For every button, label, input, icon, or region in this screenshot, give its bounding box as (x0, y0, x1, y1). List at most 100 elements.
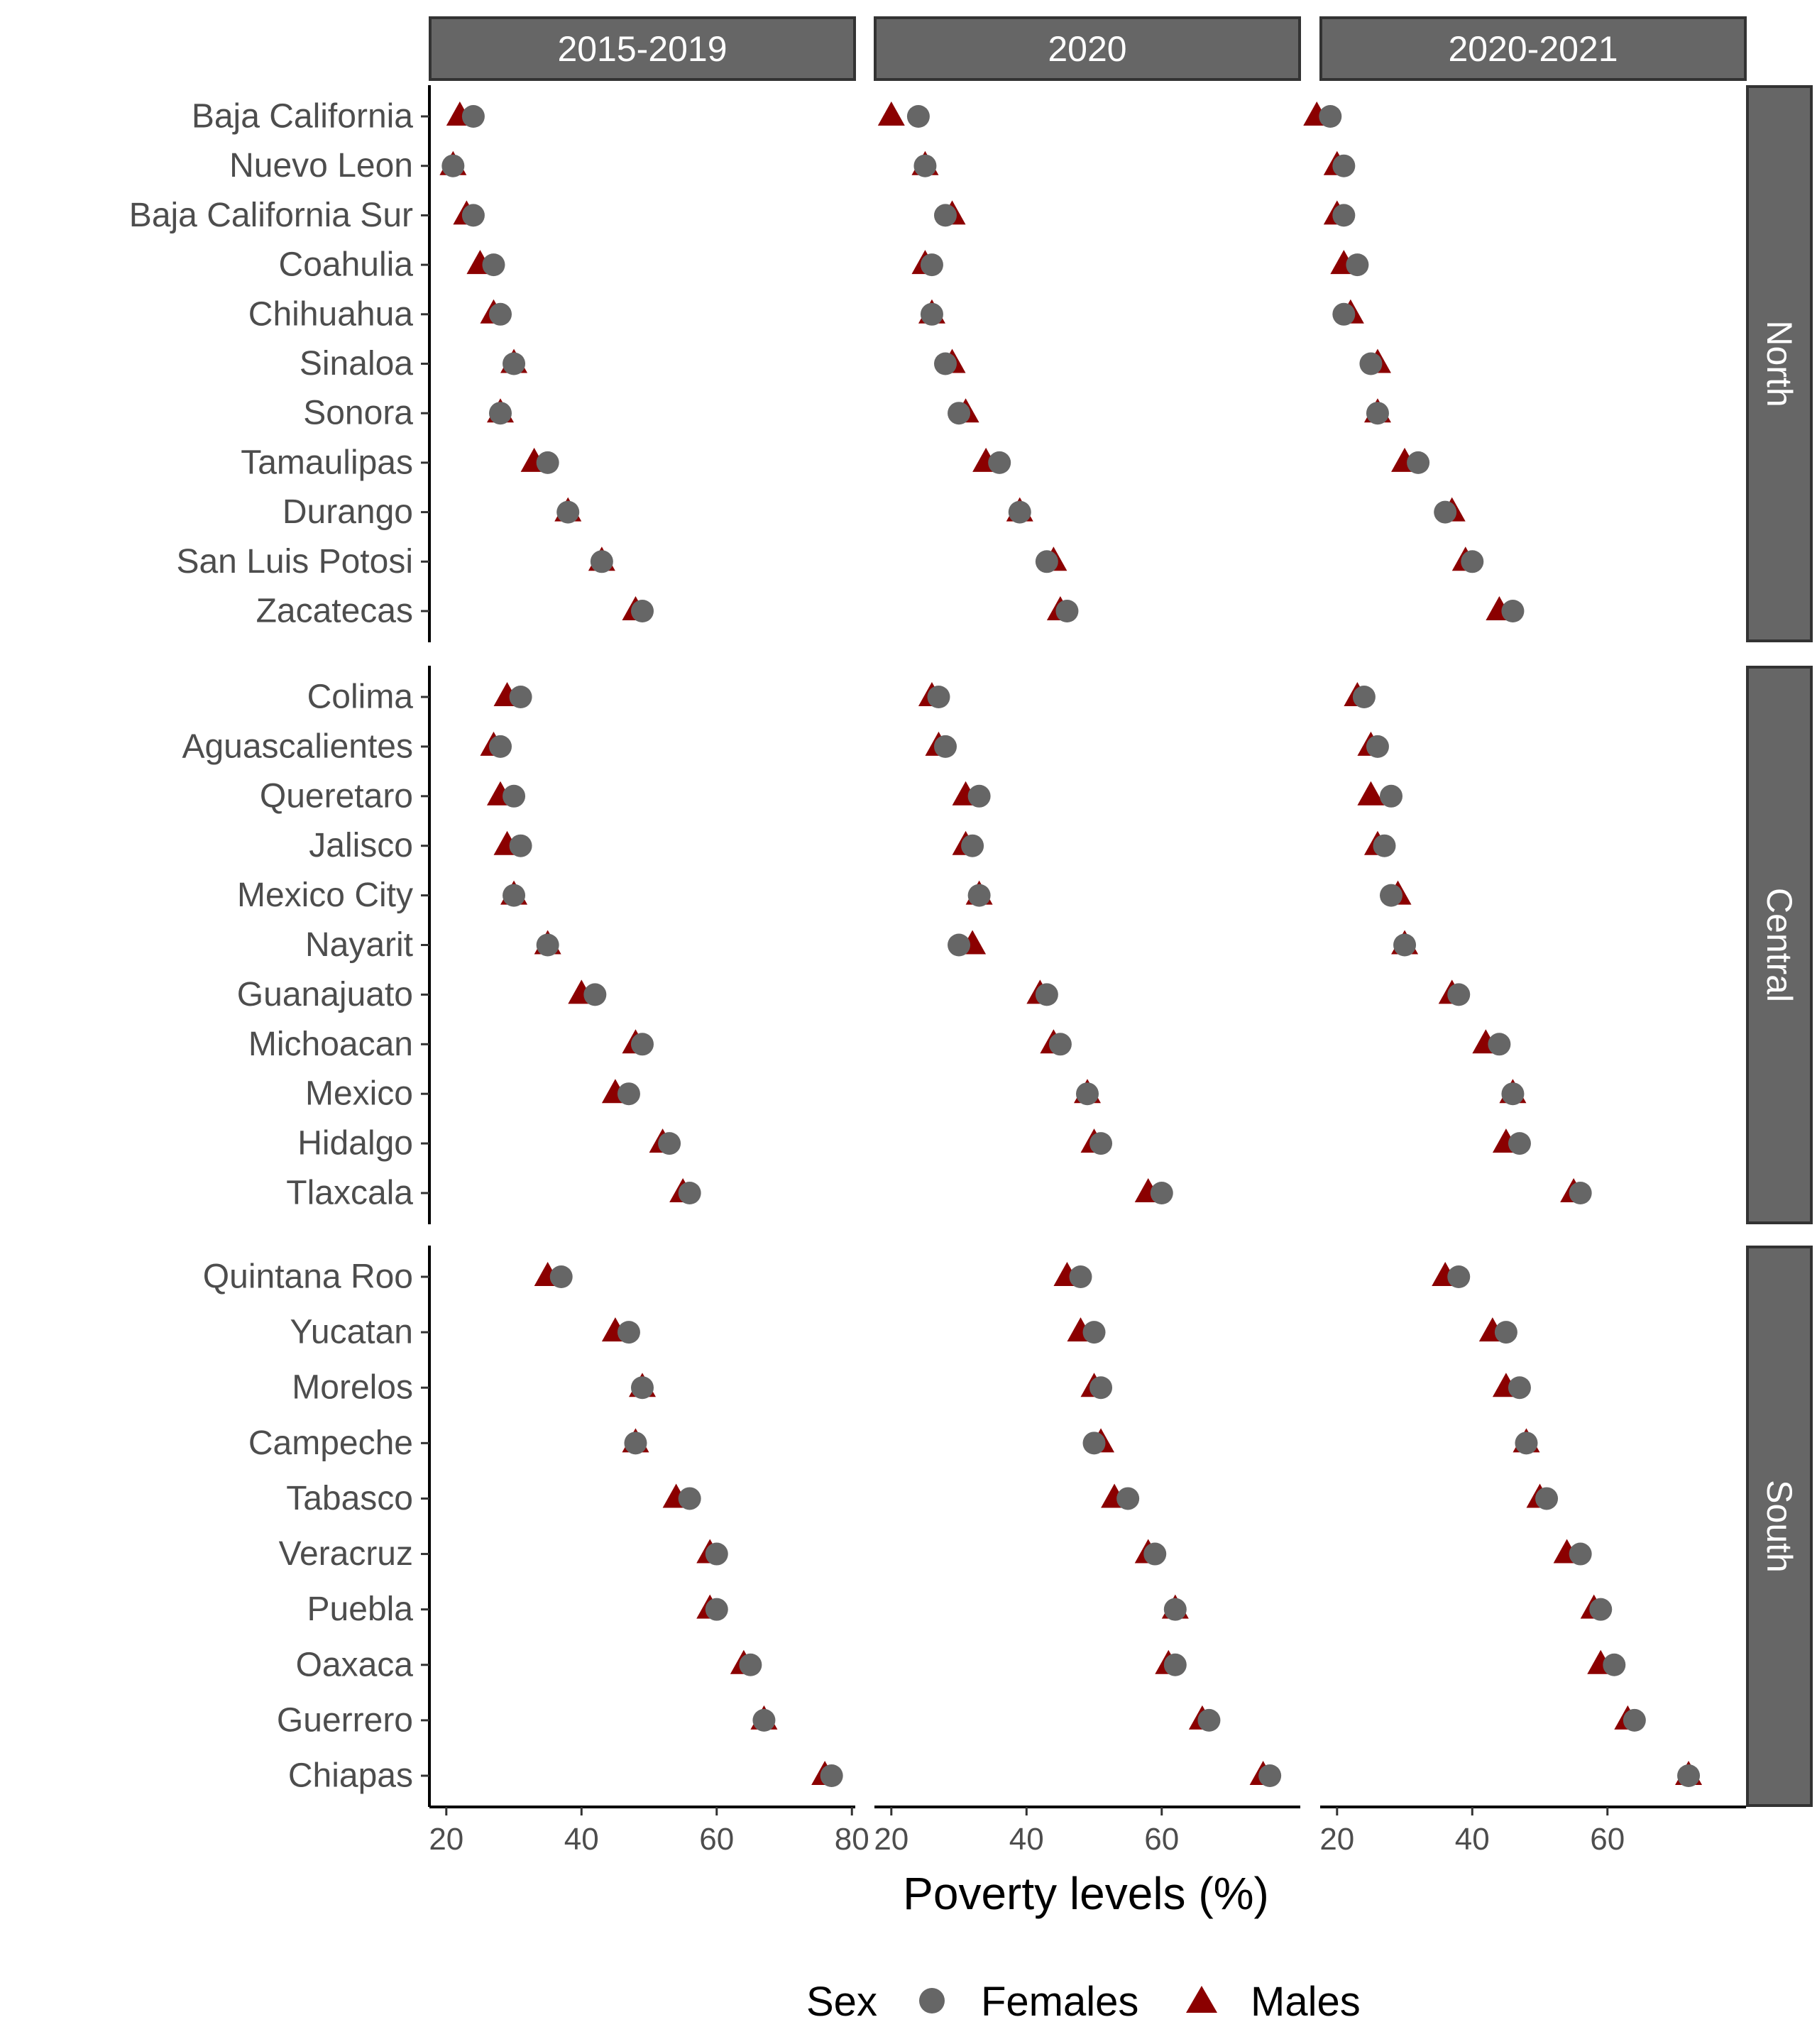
female-point (1515, 1432, 1538, 1455)
state-label: Campeche (248, 1424, 413, 1462)
state-label: San Luis Potosi (176, 543, 413, 581)
female-point (503, 784, 526, 808)
period-strip-label: 2015-2019 (557, 29, 727, 69)
female-point (617, 1321, 640, 1344)
region-strip (1746, 666, 1813, 1224)
female-point (820, 1764, 843, 1787)
female-point (927, 686, 950, 708)
female-point (489, 302, 512, 326)
female-point (1589, 1598, 1613, 1621)
x-axis-title: Poverty levels (%) (903, 1868, 1269, 1919)
female-point (1346, 253, 1369, 277)
state-label: Sonora (303, 395, 413, 432)
female-point (1373, 834, 1396, 857)
female-point (1380, 784, 1402, 808)
female-point (1332, 154, 1356, 177)
female-point (1535, 1487, 1559, 1510)
state-label: Tabasco (286, 1480, 413, 1517)
x-tick-label: 40 (1455, 1822, 1490, 1857)
female-point (948, 933, 971, 957)
female-point (1494, 1321, 1517, 1344)
state-label: Baja California Sur (129, 197, 413, 234)
female-point (1035, 983, 1058, 1006)
region-strip-label: South (1760, 1480, 1799, 1573)
female-point (1143, 1542, 1167, 1566)
state-label: Morelos (292, 1369, 413, 1407)
female-point (624, 1432, 647, 1455)
state-label: Tamaulipas (241, 444, 413, 481)
female-point (1258, 1764, 1282, 1787)
female-point (1488, 1033, 1511, 1056)
female-point (617, 1082, 640, 1106)
region-strip (1746, 85, 1813, 642)
female-point (913, 154, 937, 177)
female-point (1393, 933, 1417, 957)
female-point (948, 402, 971, 425)
female-point (1150, 1182, 1173, 1204)
female-point (906, 105, 930, 128)
region-strip-label: North (1760, 320, 1799, 407)
state-label: Yucatan (290, 1314, 413, 1351)
female-point (1116, 1487, 1140, 1510)
female-point (489, 735, 512, 758)
period-strips: 2015-2019 2020 2020-2021 (429, 16, 1747, 81)
female-point (583, 983, 607, 1006)
female-point (631, 1033, 654, 1056)
region-strip (1746, 1246, 1813, 1807)
period-strip-label: 2020-2021 (1448, 29, 1618, 69)
female-point (1359, 352, 1383, 375)
state-label: Coahulia (279, 246, 414, 284)
female-point (934, 204, 957, 227)
period-strip (1319, 16, 1747, 81)
legend-females-marker (919, 1988, 945, 2013)
female-point (441, 154, 465, 177)
x-tick-label: 60 (1590, 1822, 1625, 1857)
female-point (631, 1376, 654, 1400)
x-tick-label: 60 (699, 1822, 734, 1857)
female-point (590, 550, 613, 573)
male-point (1357, 781, 1385, 806)
state-label: Puebla (307, 1590, 414, 1628)
state-label: Zacatecas (256, 593, 413, 630)
female-point (1197, 1708, 1221, 1732)
region-strips: North Central South (1746, 85, 1813, 1807)
female-point (1447, 1265, 1471, 1288)
female-point (705, 1598, 728, 1621)
state-label: Mexico (305, 1075, 413, 1113)
female-point (961, 834, 984, 857)
female-point (1035, 550, 1058, 573)
state-label: Jalisco (309, 827, 413, 864)
female-point (705, 1542, 728, 1566)
female-point (920, 253, 943, 277)
period-strip-label: 2020 (1048, 29, 1126, 69)
female-point (678, 1182, 701, 1204)
female-point (1569, 1182, 1592, 1204)
female-point (536, 451, 559, 474)
female-point (1461, 550, 1484, 573)
female-point (1319, 105, 1342, 128)
female-point (678, 1487, 701, 1510)
x-tick-label: 80 (835, 1822, 869, 1857)
male-point (877, 101, 905, 126)
female-point (1055, 600, 1079, 622)
female-point (461, 204, 485, 227)
female-point (1569, 1542, 1592, 1566)
state-label: Queretaro (260, 777, 413, 815)
state-label: Sinaloa (300, 345, 413, 383)
x-tick-label: 40 (1009, 1822, 1044, 1857)
state-label: Baja California (192, 98, 413, 136)
female-point (1048, 1033, 1072, 1056)
x-tick-label: 20 (874, 1822, 908, 1857)
legend-females-label: Females (981, 1979, 1138, 2025)
female-point (1366, 402, 1389, 425)
female-point (1069, 1265, 1092, 1288)
female-point (1623, 1708, 1646, 1732)
region-strip-label: Central (1760, 888, 1799, 1002)
female-point (1082, 1321, 1106, 1344)
state-label: Mexico City (237, 877, 413, 914)
female-point (934, 735, 957, 758)
state-label: Veracruz (279, 1535, 413, 1573)
data-marks (439, 101, 1703, 1787)
female-point (489, 402, 512, 425)
legend: Sex Females Males (806, 1979, 1361, 2025)
